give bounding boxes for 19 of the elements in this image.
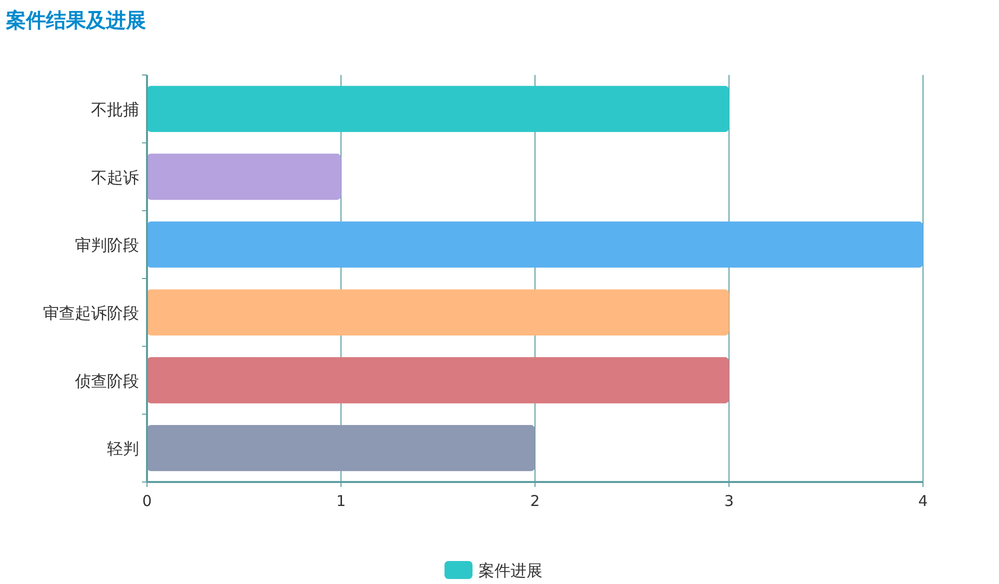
x-tick-label: 3 bbox=[724, 492, 734, 510]
bar bbox=[147, 357, 729, 404]
legend-label: 案件进展 bbox=[478, 561, 542, 580]
x-tick-label: 2 bbox=[530, 492, 540, 510]
chart-title: 案件结果及进展 bbox=[5, 8, 146, 32]
x-tick-label: 0 bbox=[142, 492, 152, 510]
x-tick-label: 1 bbox=[336, 492, 346, 510]
y-tick-label: 侦查阶段 bbox=[74, 371, 139, 390]
y-tick-label: 轻判 bbox=[107, 439, 139, 458]
bar bbox=[147, 222, 923, 268]
y-tick-label: 审查起诉阶段 bbox=[43, 303, 139, 322]
x-tick-label: 4 bbox=[918, 492, 928, 510]
bar bbox=[147, 154, 341, 200]
y-tick-label: 审判阶段 bbox=[75, 236, 139, 255]
y-tick-label: 不批捕 bbox=[91, 100, 139, 119]
bar bbox=[147, 425, 535, 472]
bar bbox=[147, 289, 729, 336]
y-tick-label: 不起诉 bbox=[91, 168, 139, 187]
bar bbox=[147, 86, 729, 132]
